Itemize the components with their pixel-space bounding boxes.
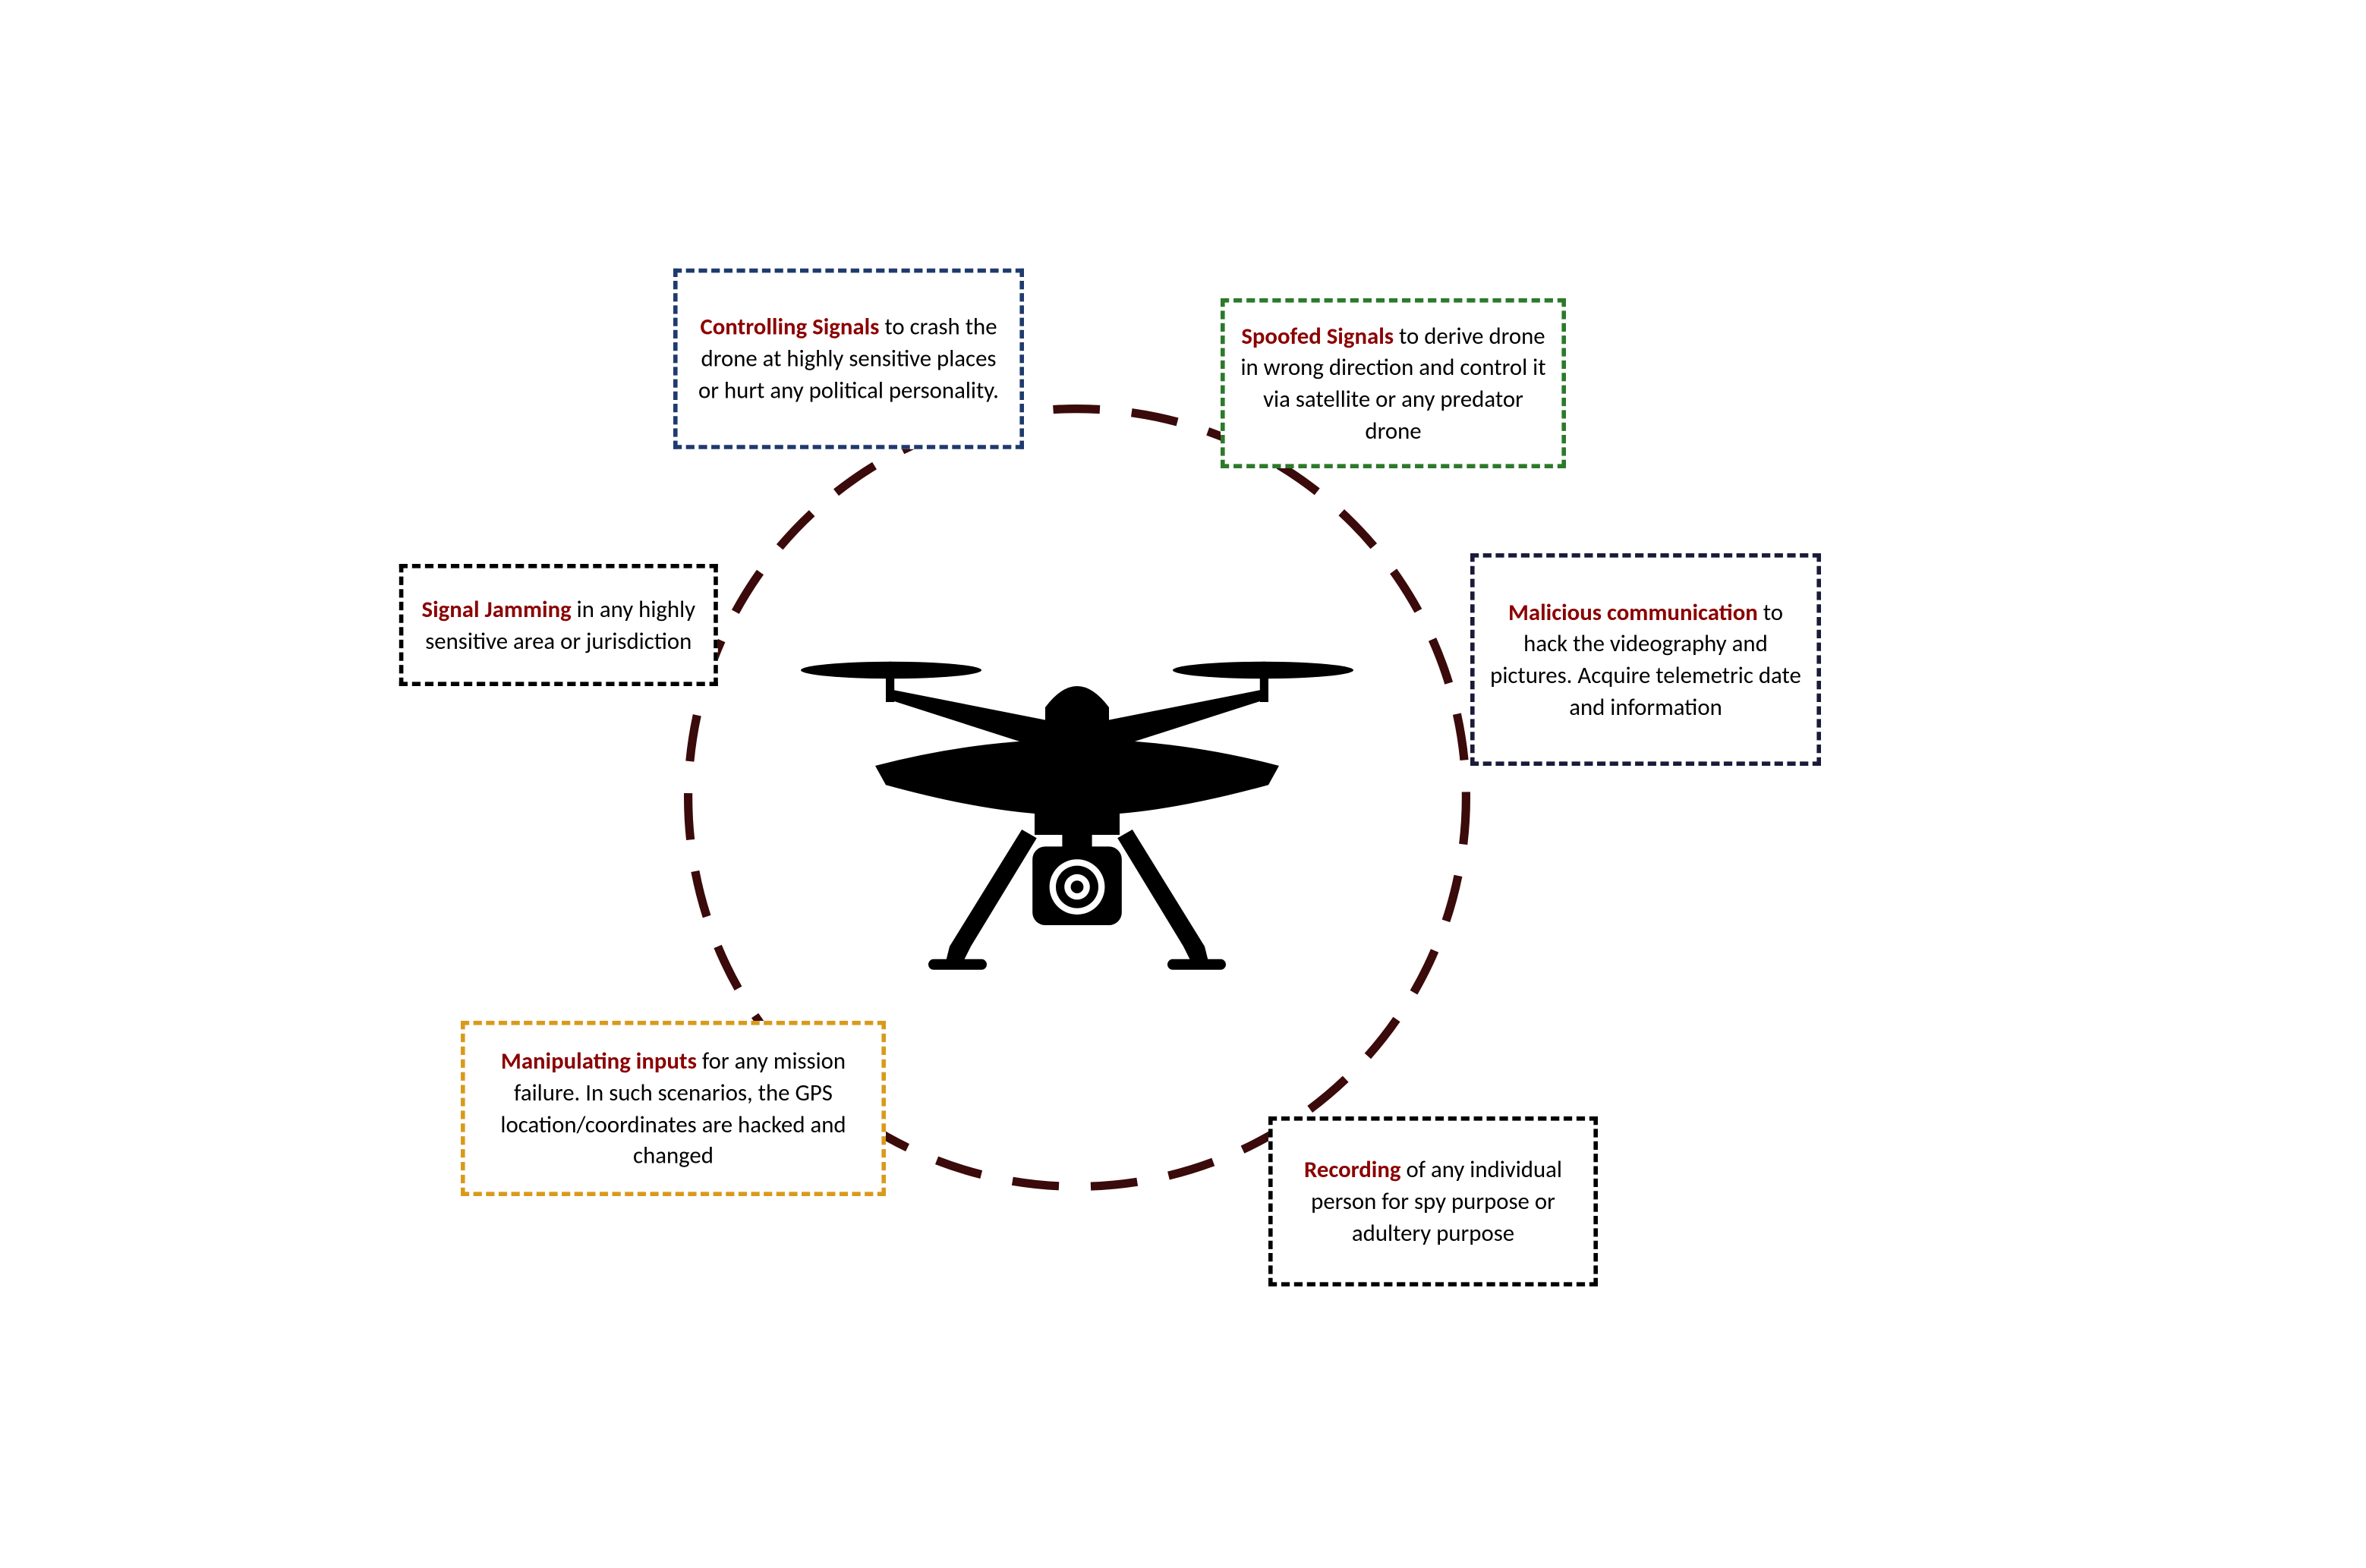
box-controlling-title: Controlling Signals bbox=[700, 313, 879, 342]
box-spoofed-signals: Spoofed Signals to derive drone in wrong… bbox=[1221, 298, 1566, 468]
box-recording: Recording of any individual person for s… bbox=[1268, 1116, 1598, 1286]
diagram-stage: Controlling Signals to crash the drone a… bbox=[386, 256, 1980, 1312]
drone-icon bbox=[801, 606, 1353, 989]
box-signal-jamming: Signal Jamming in any highly sensitive a… bbox=[399, 564, 717, 686]
box-manipulating-title: Manipulating inputs bbox=[500, 1047, 696, 1075]
box-jamming-title: Signal Jamming bbox=[421, 595, 571, 624]
box-recording-title: Recording bbox=[1303, 1155, 1400, 1184]
box-malicious-communication: Malicious communication to hack the vide… bbox=[1470, 553, 1821, 766]
drone-svg bbox=[801, 606, 1353, 989]
box-malicious-title: Malicious communication bbox=[1507, 597, 1757, 626]
box-manipulating-inputs: Manipulating inputs for any mission fail… bbox=[461, 1021, 886, 1196]
box-controlling-signals: Controlling Signals to crash the drone a… bbox=[673, 269, 1024, 449]
box-spoofed-title: Spoofed Signals bbox=[1241, 321, 1394, 350]
